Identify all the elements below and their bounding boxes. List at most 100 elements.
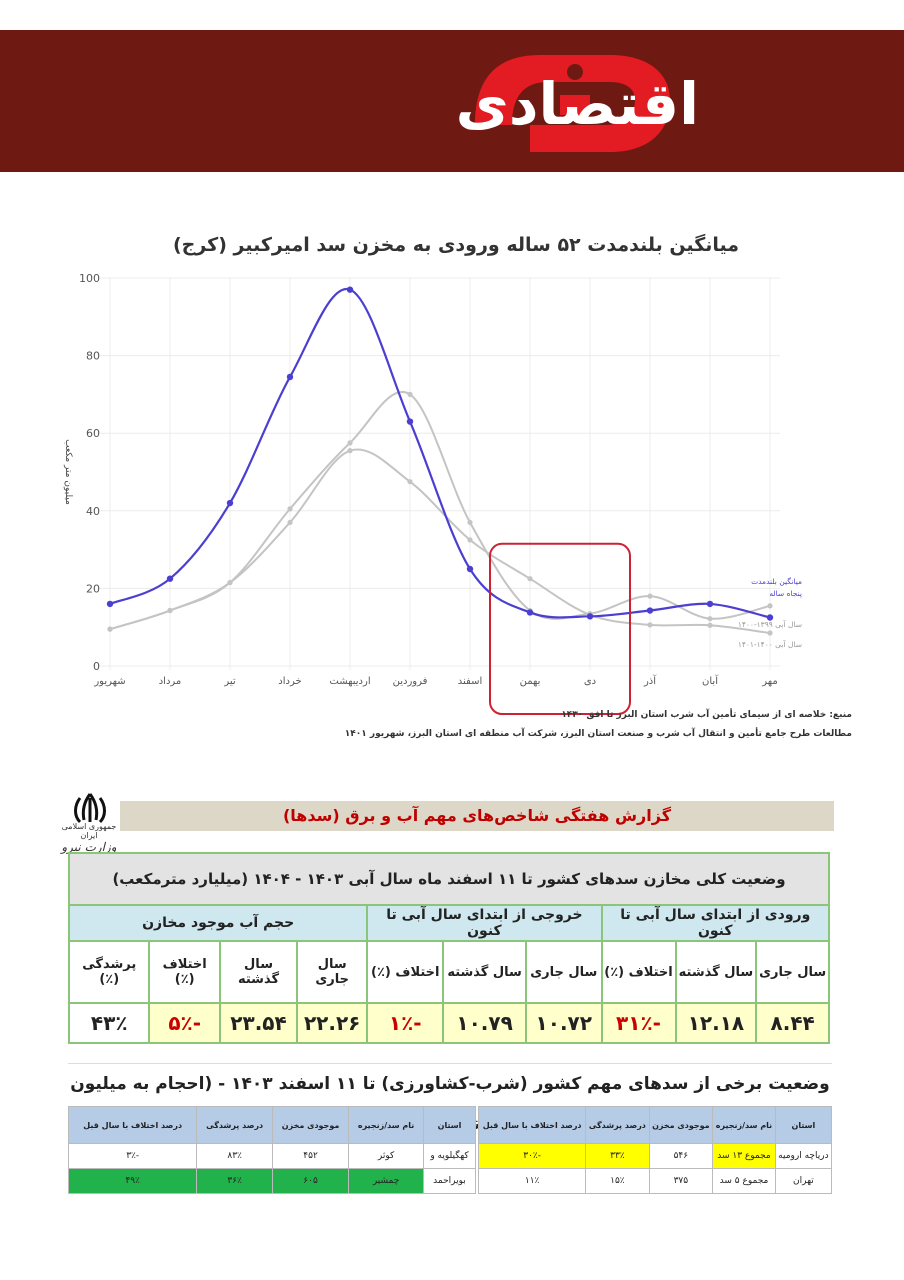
- col-header: استان: [422, 1106, 477, 1144]
- table-cell: مجموع ۱۳ سد: [712, 1143, 776, 1169]
- data-point: [347, 440, 353, 446]
- col-header: اختلاف (٪): [600, 940, 677, 1004]
- table-cell: ۵۴۶: [648, 1143, 714, 1169]
- x-tick-label: خرداد: [278, 676, 301, 687]
- header-banner: اقتصادی: [0, 30, 904, 172]
- brand-logo-icon: [475, 55, 670, 152]
- table-cell: ۲۲.۲۶: [296, 1002, 369, 1044]
- y-tick-label: 20: [86, 582, 100, 595]
- legend-label: میانگین بلندمدت: [751, 577, 802, 586]
- group-inflow: ورودی از ابتدای سال آبی تا کنون: [600, 904, 830, 942]
- table-cell: کهگیلویه و: [422, 1143, 477, 1169]
- table-cell: ۱۵٪: [585, 1168, 650, 1194]
- table-cell: ۸.۴۴: [755, 1002, 830, 1044]
- data-point: [467, 537, 473, 543]
- data-point: [527, 576, 533, 582]
- ministry-name: وزارت نیرو: [61, 840, 117, 854]
- data-point: [767, 630, 773, 636]
- table-cell: ۱۰.۷۲: [525, 1002, 603, 1044]
- data-point: [406, 418, 414, 425]
- data-point: [766, 614, 774, 621]
- reservoir-summary-table: وضعیت کلی مخازن سدهای کشور تا ۱۱ اسفند م…: [67, 852, 830, 1044]
- col-header: سال جاری: [296, 940, 369, 1004]
- table-cell: ۳۷۵: [648, 1168, 714, 1194]
- table-cell: ۳۶٪: [196, 1168, 273, 1194]
- table-cell: -۵٪: [148, 1002, 221, 1044]
- data-point: [646, 607, 654, 614]
- y-tick-label: 100: [79, 272, 100, 285]
- legend-label: سال آبی ۱۳۹۹-۱۴۰۰: [738, 619, 802, 629]
- group-storage: حجم آب موجود مخازن: [67, 904, 369, 942]
- ministry-label: جمهوری اسلامی ایران وزارت نیرو: [58, 822, 120, 854]
- col-header: درصد پرشدگی: [585, 1106, 650, 1144]
- x-tick-label: آبان: [702, 674, 719, 687]
- table2-caption: وضعیت برخی از سدهای مهم کشور (شرب-کشاورز…: [68, 1063, 832, 1134]
- data-point: [226, 499, 234, 507]
- legend-label: پنجاه ساله: [769, 589, 802, 598]
- table-cell: ۱۰.۷۹: [442, 1002, 528, 1044]
- table-cell: -۳۰٪: [477, 1143, 587, 1169]
- dams-table-left: استان نام سد/زنجیره موجودی مخزن درصد پرش…: [67, 1106, 477, 1194]
- col-header: موجودی مخزن: [648, 1106, 714, 1144]
- table-cell: ۱۱٪: [477, 1168, 587, 1194]
- data-point: [106, 600, 114, 608]
- col-header: سال جاری: [755, 940, 830, 1004]
- series-line: [109, 448, 771, 635]
- x-tick-label: اردیبهشت: [329, 676, 370, 687]
- data-point: [227, 579, 233, 586]
- source-line-2: مطالعات طرح جامع تأمین و انتقال آب شرب و…: [344, 729, 852, 739]
- data-point: [647, 593, 653, 599]
- data-point: [526, 609, 534, 616]
- x-tick-label: دی: [584, 676, 596, 687]
- table-cell: دریاچه ارومیه: [774, 1143, 833, 1169]
- col-header: نام سد/زنجیره: [712, 1106, 776, 1144]
- col-header: موجودی مخزن: [271, 1106, 350, 1144]
- x-tick-label: آذر: [643, 674, 657, 687]
- col-header: درصد پرشدگی: [196, 1106, 273, 1144]
- y-tick-label: 0: [93, 660, 100, 673]
- legend-label: سال آبی ۱۴۰۰-۱۴۰۱: [738, 639, 802, 649]
- col-header: سال گذشته: [218, 940, 299, 1004]
- col-header: استان: [774, 1106, 833, 1144]
- table-cell: مجموع ۵ سد: [712, 1168, 776, 1194]
- table-cell: ۱۲.۱۸: [674, 1002, 758, 1044]
- data-point: [407, 391, 413, 397]
- data-point: [586, 613, 594, 620]
- col-header: سال گذشته: [674, 940, 758, 1004]
- group-outflow: خروجی از ابتدای سال آبی تا کنون: [366, 904, 603, 942]
- data-point: [166, 575, 174, 582]
- data-point: [467, 519, 473, 526]
- data-point: [346, 286, 354, 293]
- table-cell: -۱٪: [366, 1002, 445, 1044]
- x-tick-label: اسفند: [458, 676, 482, 687]
- x-tick-label: فروردین: [393, 676, 428, 687]
- x-tick-label: مهر: [761, 676, 777, 687]
- table-cell: ۴۵۲: [271, 1143, 350, 1169]
- col-header: سال جاری: [525, 940, 603, 1004]
- data-point: [286, 373, 294, 381]
- brand-logo-text: اقتصادی: [455, 70, 700, 138]
- x-tick-label: تیر: [223, 676, 236, 687]
- series-line: [109, 288, 771, 619]
- y-tick-label: 80: [86, 350, 100, 363]
- col-header: سال گذشته: [442, 940, 528, 1004]
- col-header: پرشدگی (٪): [67, 940, 151, 1004]
- table-cell: ۴۳٪: [67, 1002, 151, 1044]
- emblem-caption: جمهوری اسلامی ایران: [61, 822, 117, 840]
- x-tick-label: شهریور: [93, 676, 125, 687]
- x-tick-label: مرداد: [159, 676, 182, 687]
- data-point: [287, 519, 293, 526]
- y-tick-label: 60: [86, 427, 100, 440]
- data-point: [647, 622, 653, 628]
- table-cell: ۲۳.۵۴: [218, 1002, 299, 1044]
- table-row: کهگیلویه و کوثر ۴۵۲ ۸۳٪ -۳٪: [67, 1143, 477, 1169]
- chart-svg: 0 20 40 60 80 100 میلیون متر مکعب مهر آبان آذر دی ب…: [63, 272, 802, 715]
- dams-table-right: استان نام سد/زنجیره موجودی مخزن درصد پرش…: [477, 1106, 833, 1194]
- data-point: [706, 600, 714, 608]
- col-header: اختلاف (٪): [366, 940, 445, 1004]
- table-cell: ۸۳٪: [196, 1143, 273, 1169]
- report-title: گزارش هفتگی شاخص‌های مهم آب و برق (سدها): [120, 801, 834, 831]
- table-cell: چمشیر: [348, 1168, 424, 1194]
- iran-emblem-icon: [74, 793, 106, 824]
- table-cell: ۴۹٪: [67, 1168, 198, 1194]
